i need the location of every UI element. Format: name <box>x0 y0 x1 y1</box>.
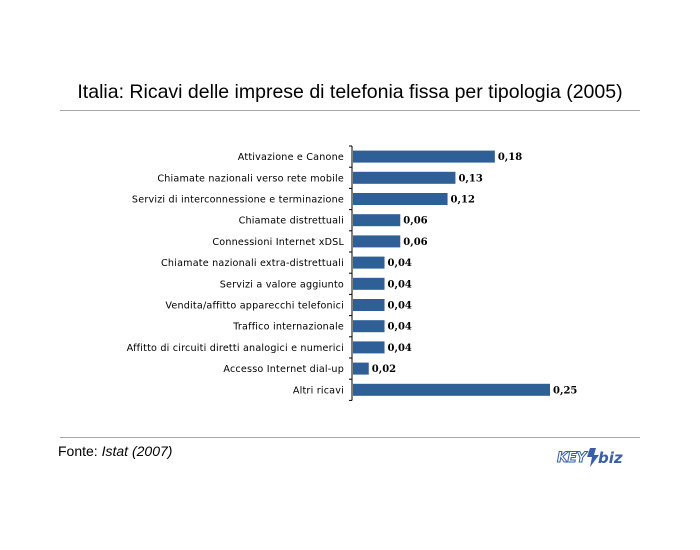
data-label: 0,04 <box>388 322 412 333</box>
data-label: 0,04 <box>388 301 412 312</box>
svg-text:biz: biz <box>598 449 623 467</box>
data-label: 0,06 <box>403 237 427 248</box>
svg-text:KEY: KEY <box>557 450 588 466</box>
logo-graphic: KEY biz <box>557 448 623 467</box>
data-label: 0,18 <box>498 152 522 163</box>
category-label: Connessioni Internet xDSL <box>212 237 344 248</box>
bar <box>353 193 448 205</box>
data-label: 0,02 <box>372 364 396 375</box>
data-label: 0,04 <box>388 279 412 290</box>
category-label: Chiamate distrettuali <box>239 216 344 227</box>
bar <box>353 320 385 333</box>
category-label: Chiamate nazionali verso rete mobile <box>157 173 344 184</box>
category-label: Accesso Internet dial-up <box>223 364 344 375</box>
category-label: Servizi di interconnessione e terminazio… <box>132 195 344 206</box>
data-label: 0,04 <box>388 258 412 269</box>
title-divider <box>60 110 640 111</box>
data-label: 0,04 <box>388 343 412 354</box>
bar <box>353 277 385 290</box>
bar <box>353 256 385 269</box>
bar <box>353 362 369 375</box>
category-label: Attivazione e Canone <box>238 152 344 163</box>
category-label: Altri ricavi <box>293 385 344 396</box>
bar <box>353 214 401 227</box>
category-label: Vendita/affitto apparecchi telefonici <box>165 301 344 312</box>
source-label: Fonte: <box>58 443 98 459</box>
data-label: 0,12 <box>451 195 475 206</box>
footer-divider <box>60 437 640 438</box>
data-label: 0,13 <box>458 173 482 184</box>
key4biz-logo: KEY biz <box>557 448 623 467</box>
bar-chart: Attivazione e Canone 0,18 Chiamate naziona… <box>127 145 577 401</box>
category-label: Servizi a valore aggiunto <box>220 279 344 290</box>
bar <box>353 383 550 396</box>
category-label: Chiamate nazionali extra-distrettuali <box>161 258 344 269</box>
lightning-icon <box>587 448 599 467</box>
source-year: (2007) <box>131 443 173 459</box>
category-label: Traffico internazionale <box>232 322 344 333</box>
data-label: 0,25 <box>553 385 577 396</box>
bar <box>353 150 495 163</box>
source-name: Istat <box>101 443 129 459</box>
chart-title: Italia: Ricavi delle imprese di telefoni… <box>77 81 623 103</box>
source-note: Fonte: Istat (2007) <box>58 443 172 459</box>
category-label: Affitto di circuiti diretti analogici e … <box>127 343 344 354</box>
bar <box>353 299 385 311</box>
data-label: 0,06 <box>403 216 427 227</box>
bar <box>353 341 385 354</box>
bar <box>353 171 456 184</box>
bar <box>353 235 401 248</box>
